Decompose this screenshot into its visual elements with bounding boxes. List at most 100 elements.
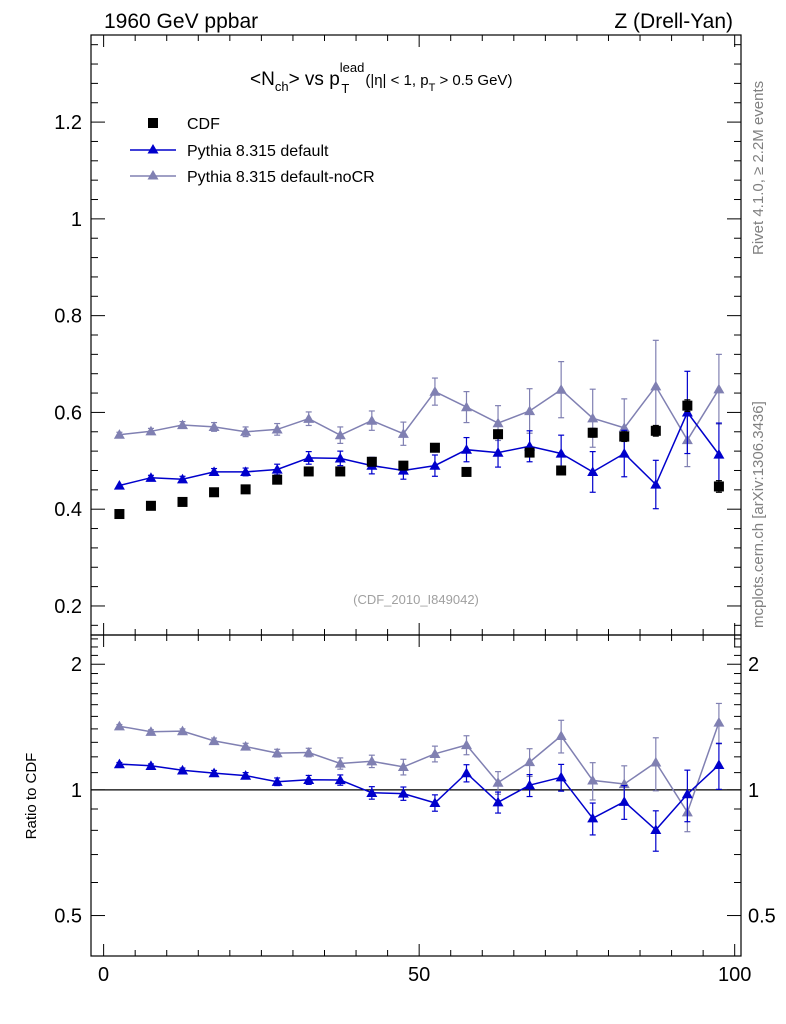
ratio-line-pythia-8-315-default-nocr bbox=[119, 722, 720, 814]
ratio-point-pythia-8-315-default bbox=[555, 771, 567, 782]
point-pythia-8-315-default bbox=[429, 460, 441, 470]
point-pythia-8-315-default-nocr bbox=[208, 421, 220, 432]
ratio-point-pythia-8-315-default-nocr bbox=[113, 720, 125, 731]
point-pythia-8-315-default-nocr bbox=[366, 415, 378, 425]
ratio-point-pythia-8-315-default bbox=[681, 788, 693, 799]
point-pythia-8-315-default-nocr bbox=[177, 419, 189, 430]
point-cdf bbox=[335, 466, 346, 477]
x-tick-label: 50 bbox=[408, 964, 430, 986]
ratio-line-pythia-8-315-default bbox=[119, 763, 720, 831]
point-cdf bbox=[145, 500, 156, 511]
ratio-y-tick-label: 2 bbox=[71, 654, 82, 676]
point-pythia-8-315-default-nocr bbox=[650, 380, 662, 391]
point-cdf bbox=[461, 466, 472, 477]
main-y-axis: 0.2 0.4 0.6 0.8 1 1.2 bbox=[54, 44, 741, 626]
ratio-point-pythia-8-315-default bbox=[208, 767, 220, 778]
ratio-point-pythia-8-315-default-nocr bbox=[177, 725, 189, 736]
main-series-layer bbox=[113, 339, 725, 520]
main-y-tick-label: 1.2 bbox=[54, 112, 82, 134]
ratio-y-tick-label-right: 1 bbox=[748, 780, 759, 802]
plot-title: <Nch> vs plead T (|η| < 1, pT > 0.5 GeV) bbox=[250, 60, 512, 96]
x-tick-label: 0 bbox=[98, 964, 109, 986]
legend-marker-nocr bbox=[147, 170, 159, 180]
point-pythia-8-315-default-nocr bbox=[303, 413, 315, 423]
point-cdf bbox=[524, 447, 535, 458]
point-cdf bbox=[493, 429, 504, 440]
point-pythia-8-315-default-nocr bbox=[713, 383, 725, 394]
ratio-point-pythia-8-315-default bbox=[271, 776, 283, 786]
point-pythia-8-315-default-nocr bbox=[460, 401, 472, 412]
point-cdf bbox=[713, 481, 724, 492]
point-pythia-8-315-default bbox=[650, 479, 662, 489]
ratio-point-pythia-8-315-default bbox=[460, 767, 472, 778]
ratio-point-pythia-8-315-default bbox=[397, 788, 409, 798]
title-mid: > vs p bbox=[289, 69, 340, 90]
title-cut-a: (|η| < 1, p bbox=[365, 72, 428, 89]
ratio-point-pythia-8-315-default-nocr bbox=[492, 777, 504, 787]
title-cut-b: > 0.5 GeV) bbox=[435, 72, 512, 89]
point-cdf bbox=[114, 509, 125, 520]
point-pythia-8-315-default-nocr bbox=[240, 426, 252, 436]
legend: CDF Pythia 8.315 default Pythia 8.315 de… bbox=[130, 116, 375, 186]
point-pythia-8-315-default bbox=[587, 466, 599, 477]
ratio-series-layer bbox=[113, 702, 725, 852]
ratio-point-pythia-8-315-default-nocr bbox=[334, 757, 346, 768]
ratio-point-pythia-8-315-default-nocr bbox=[460, 739, 472, 750]
point-cdf bbox=[556, 465, 567, 476]
ratio-point-pythia-8-315-default bbox=[240, 770, 252, 780]
ratio-point-pythia-8-315-default bbox=[492, 796, 504, 807]
point-cdf bbox=[619, 431, 630, 442]
ratio-point-pythia-8-315-default bbox=[587, 812, 599, 823]
main-y-tick-label: 0.4 bbox=[54, 499, 82, 521]
ratio-y-tick-label: 1 bbox=[71, 780, 82, 802]
ratio-point-pythia-8-315-default-nocr bbox=[524, 756, 536, 767]
main-y-tick-label: 0.2 bbox=[54, 596, 82, 618]
point-pythia-8-315-default bbox=[240, 466, 252, 477]
ratio-point-pythia-8-315-default-nocr bbox=[713, 717, 725, 727]
point-cdf bbox=[272, 474, 283, 485]
point-pythia-8-315-default-nocr bbox=[492, 417, 504, 428]
ratio-y-tick-label-right: 2 bbox=[748, 654, 759, 676]
series-line-pythia-8-315-default bbox=[119, 410, 720, 487]
title-sup-lead: lead bbox=[340, 60, 365, 75]
point-pythia-8-315-default-nocr bbox=[429, 386, 441, 396]
point-cdf bbox=[240, 484, 251, 495]
point-pythia-8-315-default bbox=[177, 473, 189, 484]
point-pythia-8-315-default-nocr bbox=[555, 384, 567, 394]
point-cdf bbox=[366, 456, 377, 467]
title-prefix: <N bbox=[250, 69, 275, 90]
ratio-y-tick-label: 0.5 bbox=[54, 906, 82, 928]
ratio-panel-frame bbox=[90, 634, 742, 957]
point-pythia-8-315-default bbox=[618, 448, 630, 458]
ratio-point-pythia-8-315-default bbox=[429, 797, 441, 807]
point-cdf bbox=[398, 460, 409, 471]
ratio-point-pythia-8-315-default bbox=[113, 758, 125, 769]
point-cdf bbox=[587, 427, 598, 438]
point-pythia-8-315-default bbox=[334, 452, 346, 463]
ratio-point-pythia-8-315-default-nocr bbox=[240, 741, 252, 751]
point-cdf bbox=[429, 442, 440, 453]
point-pythia-8-315-default bbox=[460, 444, 472, 454]
point-pythia-8-315-default-nocr bbox=[524, 405, 536, 416]
header-energy-label: 1960 GeV ppbar bbox=[104, 10, 258, 33]
ratio-point-pythia-8-315-default bbox=[650, 824, 662, 835]
legend-marker-default bbox=[147, 144, 159, 154]
point-pythia-8-315-default-nocr bbox=[618, 422, 630, 433]
main-y-tick-label: 0.8 bbox=[54, 306, 82, 328]
point-pythia-8-315-default-nocr bbox=[271, 423, 283, 434]
legend-label-nocr: Pythia 8.315 default-noCR bbox=[187, 169, 375, 186]
point-pythia-8-315-default-nocr bbox=[397, 428, 409, 438]
legend-marker-cdf bbox=[148, 118, 158, 128]
ratio-point-pythia-8-315-default bbox=[524, 779, 536, 790]
ratio-point-pythia-8-315-default-nocr bbox=[587, 774, 599, 785]
ratio-point-pythia-8-315-default bbox=[177, 764, 189, 775]
point-cdf bbox=[682, 400, 693, 411]
main-y-tick-label: 1 bbox=[71, 209, 82, 231]
ratio-point-pythia-8-315-default bbox=[145, 760, 157, 770]
header-process-label: Z (Drell-Yan) bbox=[614, 10, 733, 33]
ratio-point-pythia-8-315-default-nocr bbox=[650, 756, 662, 767]
x-axis: 0 50 100 bbox=[98, 35, 751, 986]
title-sub-ch: ch bbox=[275, 79, 289, 94]
ratio-point-pythia-8-315-default-nocr bbox=[303, 747, 315, 757]
legend-label-default: Pythia 8.315 default bbox=[187, 143, 329, 160]
